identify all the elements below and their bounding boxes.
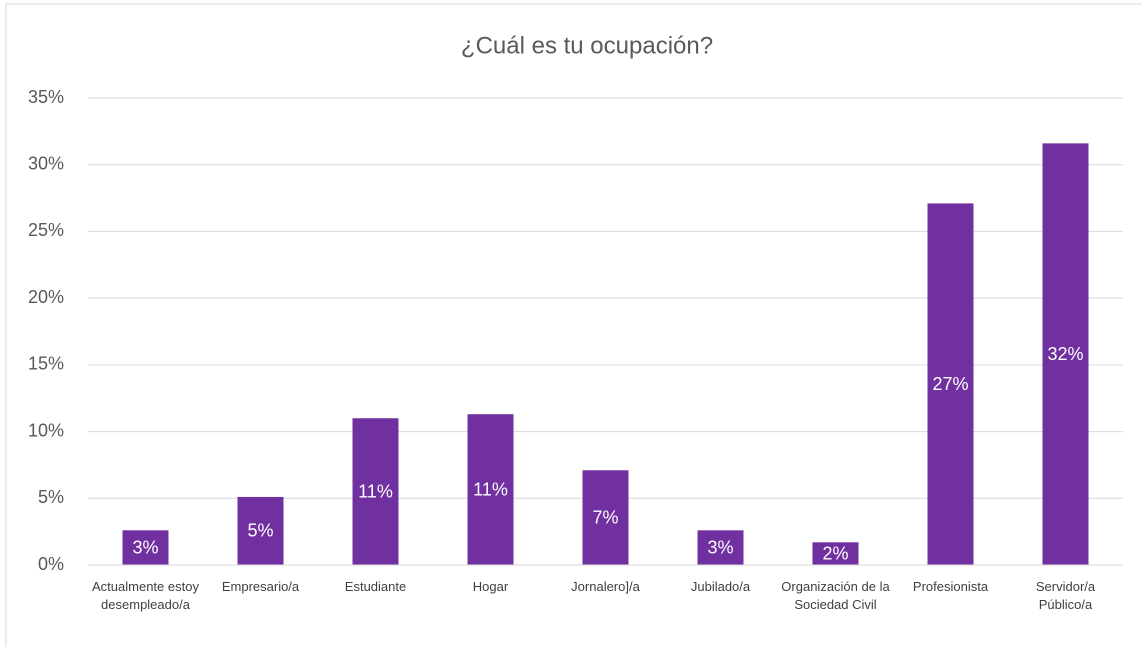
x-tick-label: Jornalero]/a — [571, 579, 640, 594]
x-tick-label: Profesionista — [912, 579, 989, 594]
y-tick-label: 5% — [38, 487, 64, 507]
data-label: 3% — [707, 537, 733, 557]
data-label: 2% — [822, 543, 848, 563]
y-tick-label: 10% — [28, 420, 64, 440]
bar — [352, 418, 399, 565]
x-tick-label: Jubilado/a — [690, 579, 751, 594]
bar — [697, 530, 744, 565]
y-tick-label: 30% — [28, 153, 64, 173]
data-label: 11% — [358, 481, 393, 501]
bar — [122, 530, 169, 565]
x-tick-label: Hogar — [472, 579, 509, 594]
data-label: 32% — [1047, 344, 1083, 364]
bar — [927, 203, 974, 565]
y-tick-label: 20% — [28, 287, 64, 307]
bar — [237, 496, 284, 565]
bar — [582, 470, 629, 565]
chart-border — [5, 3, 1142, 647]
y-tick-label: 25% — [28, 220, 64, 240]
bar — [1042, 143, 1089, 565]
data-label: 5% — [247, 521, 273, 541]
data-label: 11% — [473, 479, 508, 499]
data-label: 7% — [592, 507, 618, 527]
x-tick-label: Servidor/a Público/a — [1035, 579, 1096, 612]
x-tick-label: Organización de la Sociedad Civil — [781, 579, 890, 612]
y-tick-label: 0% — [38, 554, 64, 574]
x-tick-label: Empresario/a — [221, 579, 300, 594]
chart-title: ¿Cuál es tu ocupación? — [461, 32, 713, 59]
bar — [812, 542, 859, 565]
y-tick-label: 35% — [28, 87, 64, 107]
data-label: 27% — [932, 374, 968, 394]
x-tick-label: Actualmente estoy desempleado/a — [92, 579, 199, 612]
x-tick-label: Estudiante — [344, 579, 407, 594]
data-label: 3% — [132, 537, 158, 557]
bar — [467, 414, 514, 565]
y-tick-label: 15% — [28, 354, 64, 374]
